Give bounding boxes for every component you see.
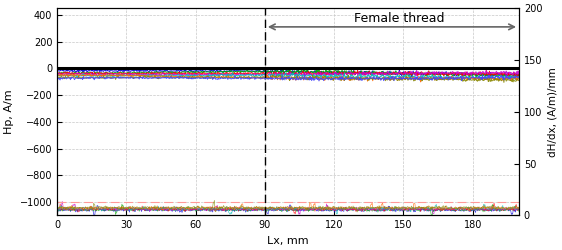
X-axis label: Lx, mm: Lx, mm — [268, 236, 309, 246]
Text: Female thread: Female thread — [353, 12, 444, 25]
Y-axis label: Hp, A/m: Hp, A/m — [4, 90, 14, 134]
Y-axis label: dH/dx, (A/m)/mm: dH/dx, (A/m)/mm — [548, 67, 558, 157]
